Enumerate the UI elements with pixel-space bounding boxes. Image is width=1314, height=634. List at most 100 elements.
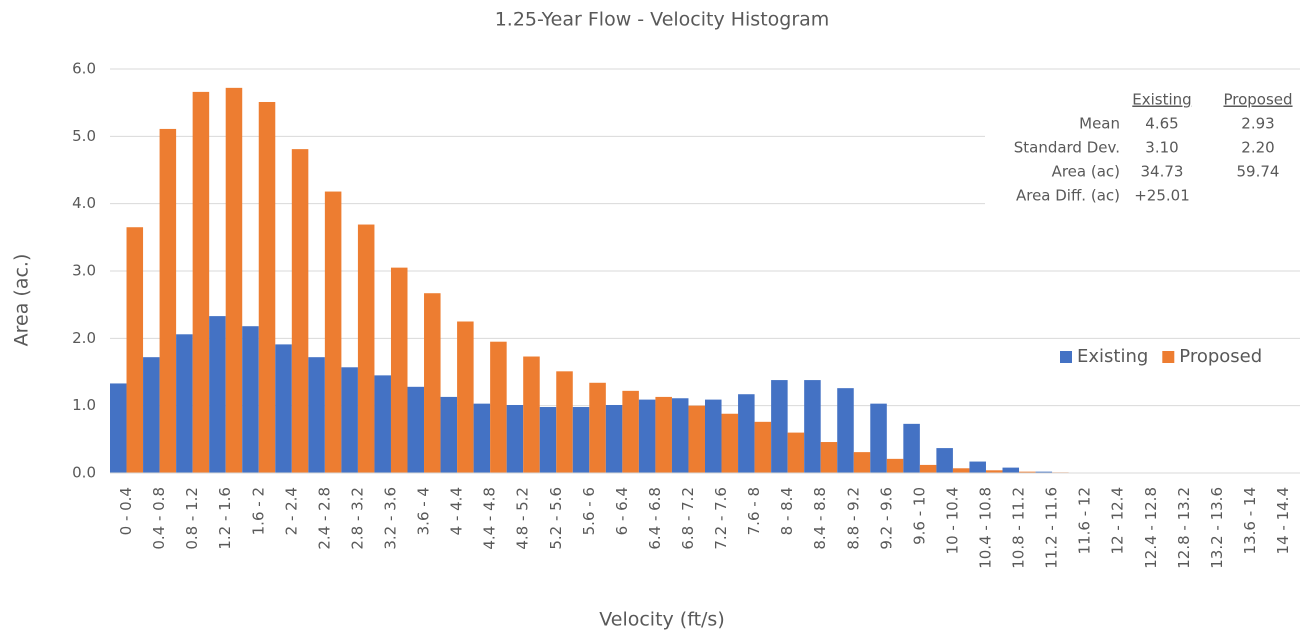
y-tick-label: 5.0 [72,127,96,145]
stats-header: Existing [1132,91,1191,109]
bar [110,383,127,473]
bar [572,407,590,473]
bar [1019,471,1036,473]
bar [936,448,953,473]
legend-label: Existing [1077,346,1148,367]
x-tick-label: 11.6 - 12 [1076,487,1094,554]
y-tick-label: 1.0 [72,396,96,414]
bar [225,87,243,473]
x-tick-label: 14 - 14.4 [1274,487,1292,554]
bar [820,442,838,473]
x-tick-label: 4.8 - 5.2 [514,487,532,550]
x-tick-label: 5.2 - 5.6 [547,487,565,550]
bar [721,413,739,473]
stats-value: 59.74 [1237,163,1280,181]
legend-label: Proposed [1179,346,1262,367]
x-tick-label: 5.6 - 6 [580,487,598,535]
stats-row-label: Mean [1079,115,1120,133]
bar [886,458,904,473]
y-axis-label: Area (ac.) [11,254,33,347]
bar [688,405,705,473]
bar [473,403,491,473]
bar [275,344,292,473]
bar [176,334,193,473]
bar [490,341,507,473]
bar [671,398,689,473]
legend-swatch [1162,351,1175,363]
bar [952,468,970,473]
x-tick-label: 4 - 4.4 [448,487,466,535]
x-tick-label: 8.8 - 9.2 [844,487,862,550]
bar [705,399,722,473]
bar [424,293,441,473]
x-tick-label: 11.2 - 11.6 [1043,487,1061,569]
bar [622,390,639,473]
x-tick-label: 1.2 - 1.6 [216,487,234,550]
bar [539,407,557,473]
x-tick-label: 10.8 - 11.2 [1010,487,1028,569]
x-tick-label: 10 - 10.4 [943,487,961,554]
bar [192,91,210,473]
bar [390,267,408,473]
bar [506,404,524,473]
y-tick-label: 6.0 [72,60,96,78]
x-tick-label: 3.6 - 4 [415,487,433,535]
stats-value: 34.73 [1141,163,1184,181]
bar [771,380,788,473]
x-tick-label: 6.8 - 7.2 [679,487,697,550]
x-tick-label: 9.2 - 9.6 [877,487,895,550]
x-tick-label: 2.8 - 3.2 [348,487,366,550]
bar [804,380,821,473]
bar [457,321,474,473]
x-tick-label: 4.4 - 4.8 [481,487,499,550]
bar [159,128,177,473]
bar [440,396,458,473]
bar [291,149,309,474]
stats-background [985,86,1300,212]
x-tick-label: 12.8 - 13.2 [1175,487,1193,569]
x-tick-label: 0.4 - 0.8 [150,487,168,550]
bar [258,101,276,473]
bar [655,396,672,473]
x-tick-label: 8 - 8.4 [778,487,796,535]
bar [985,470,1003,473]
x-tick-label: 10.4 - 10.8 [976,487,994,569]
x-axis-label: Velocity (ft/s) [599,609,725,631]
x-tick-label: 1.6 - 2 [249,487,267,535]
x-tick-label: 6.4 - 6.8 [646,487,664,550]
x-tick-label: 12.4 - 12.8 [1142,487,1160,569]
stats-value: 4.65 [1145,115,1178,133]
bar [903,423,920,473]
x-tick-label: 13.2 - 13.6 [1208,487,1226,569]
x-tick-label: 2.4 - 2.8 [315,487,333,550]
x-tick-label: 13.6 - 14 [1241,487,1259,554]
x-tick-label: 2 - 2.4 [282,487,300,535]
bar [589,382,606,473]
bar [143,357,160,473]
bar [837,388,854,473]
bar [308,357,325,473]
y-tick-label: 2.0 [72,329,96,347]
stats-row-label: Area Diff. (ac) [1016,187,1120,205]
bar [787,432,805,473]
bar [341,367,358,473]
bar [374,375,391,473]
bar [738,394,755,473]
x-tick-label: 0 - 0.4 [117,487,135,535]
x-tick-label: 6 - 6.4 [613,487,631,535]
stats-value: 2.93 [1241,115,1274,133]
legend-swatch [1060,351,1072,363]
bar [1002,467,1020,473]
bar [853,452,871,473]
y-tick-label: 0.0 [72,464,96,482]
bar [407,386,425,473]
x-tick-label: 7.2 - 7.6 [712,487,730,550]
stats-value: 2.20 [1241,139,1274,157]
bar [969,461,986,473]
stats-row-label: Standard Dev. [1014,139,1120,157]
stats-value: 3.10 [1145,139,1178,157]
x-tick-label: 12 - 12.4 [1109,487,1127,554]
x-tick-label: 9.6 - 10 [910,487,928,545]
bar [126,227,144,473]
